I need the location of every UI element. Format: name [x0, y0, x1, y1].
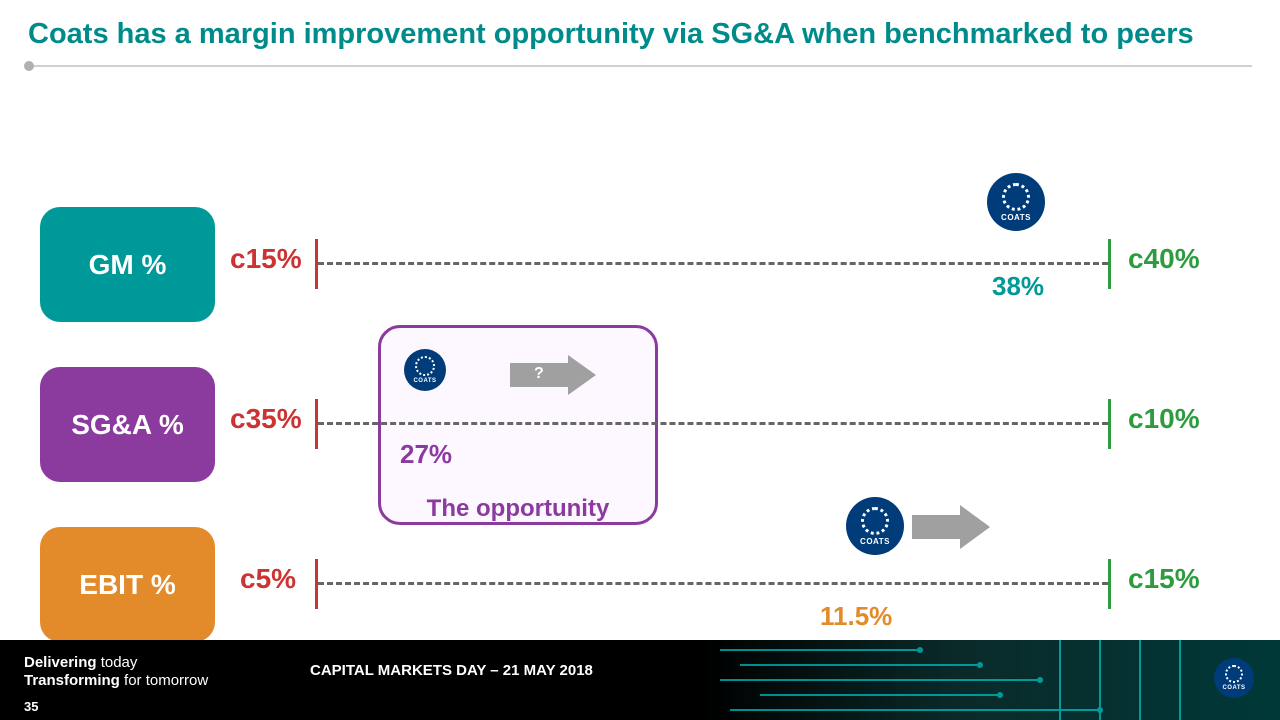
slide-title: Coats has a margin improvement opportuni…: [0, 0, 1280, 57]
ebit-pill: EBIT %: [40, 527, 215, 642]
coats-logo-icon: COATS: [1214, 658, 1254, 698]
ebit-high-tick: [1108, 559, 1111, 609]
footer-tagline: Delivering today Transforming for tomorr…: [24, 654, 208, 690]
page-number: 35: [24, 699, 38, 714]
sga-coats-value: 27%: [400, 439, 452, 470]
sga-high-label: c10%: [1128, 403, 1200, 435]
circuit-decoration: [720, 640, 1200, 720]
question-mark: ?: [534, 365, 544, 383]
ebit-range-line: [318, 582, 1108, 585]
gm-high-label: c40%: [1128, 243, 1200, 275]
ebit-coats-value: 11.5%: [820, 601, 892, 632]
gm-pill: GM %: [40, 207, 215, 322]
gm-high-tick: [1108, 239, 1111, 289]
coats-logo-icon: COATS: [987, 173, 1045, 231]
footer-bar: Delivering today Transforming for tomorr…: [0, 640, 1280, 720]
coats-logo-icon: COATS: [404, 349, 446, 391]
title-dot: [24, 61, 34, 71]
ebit-arrow-icon: [912, 505, 992, 549]
coats-logo-icon: COATS: [846, 497, 904, 555]
sga-range-line: [318, 422, 1108, 425]
opportunity-label: The opportunity: [400, 495, 636, 523]
ebit-low-label: c5%: [240, 563, 296, 595]
question-arrow-icon: ?: [510, 355, 600, 395]
sga-low-label: c35%: [230, 403, 302, 435]
sga-high-tick: [1108, 399, 1111, 449]
ebit-high-label: c15%: [1128, 563, 1200, 595]
gm-range-line: [318, 262, 1108, 265]
gm-low-label: c15%: [230, 243, 302, 275]
footer-event: CAPITAL MARKETS DAY – 21 MAY 2018: [310, 662, 593, 679]
title-underline: [28, 65, 1252, 67]
sga-pill: SG&A %: [40, 367, 215, 482]
gm-coats-value: 38%: [992, 271, 1044, 302]
